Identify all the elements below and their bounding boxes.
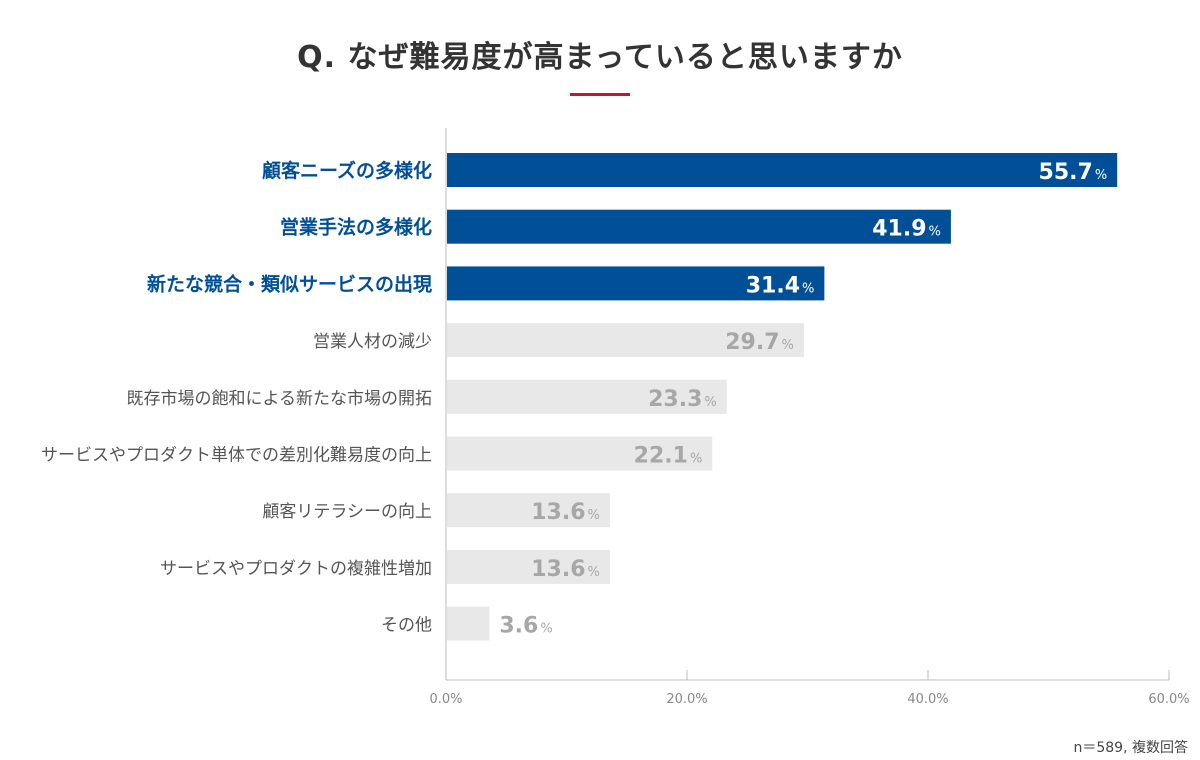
- title-accent-rule: [570, 93, 630, 96]
- bar: [447, 379, 727, 414]
- bar-value-label: 23.3%: [648, 387, 717, 412]
- bar-category-label: 営業人材の減少: [313, 332, 432, 352]
- bar-category-label: 新たな競合・類似サービスの出現: [147, 272, 432, 295]
- bar-category-label: 既存市場の飽和による新たな市場の開拓: [127, 389, 433, 409]
- bar-value-unit: %: [588, 565, 600, 580]
- bar-category-label: 営業手法の多様化: [280, 216, 432, 239]
- bar-value-number: 3.6: [499, 614, 538, 639]
- bar-category-label: サービスやプロダクト単体での差別化難易度の向上: [41, 446, 432, 466]
- x-tick-label: 60.0%: [1148, 692, 1189, 707]
- bar-value-unit: %: [929, 225, 941, 240]
- bar: [447, 209, 951, 244]
- x-tick-label: 40.0%: [907, 692, 948, 707]
- bar-value-label: 22.1%: [634, 444, 703, 469]
- bar-value-unit: %: [588, 508, 600, 523]
- bar-value-label: 55.7%: [1039, 160, 1108, 185]
- bar: [447, 493, 610, 528]
- bar-value-number: 55.7: [1039, 160, 1093, 185]
- bar-value-label: 29.7%: [725, 330, 794, 355]
- bar-category-label: その他: [381, 616, 432, 636]
- x-tick-label: 20.0%: [666, 692, 707, 707]
- bar-value-unit: %: [782, 338, 794, 353]
- bar-category-label: サービスやプロダクトの複雑性増加: [160, 559, 432, 579]
- bar: [447, 153, 1118, 187]
- bar-value-unit: %: [802, 281, 814, 296]
- bar-value-number: 13.6: [531, 557, 585, 582]
- sample-note: n＝589, 複数回答: [1073, 740, 1189, 756]
- chart-title: Q. なぜ難易度が高まっていると思いますか: [297, 40, 903, 75]
- bar: [447, 436, 713, 471]
- bar-value-number: 22.1: [634, 444, 688, 469]
- bar-value-number: 29.7: [725, 330, 779, 355]
- x-tick-label: 0.0%: [429, 692, 462, 707]
- bar-value-number: 13.6: [531, 500, 585, 525]
- bar-value-unit: %: [540, 622, 552, 637]
- bar-value-unit: %: [1095, 168, 1107, 183]
- bar-value-unit: %: [690, 452, 702, 467]
- bar-category-label: 顧客リテラシーの向上: [262, 502, 432, 522]
- bar: [447, 549, 610, 584]
- bar-value-label: 41.9%: [872, 217, 941, 242]
- bar: [447, 606, 490, 641]
- bar-value-unit: %: [704, 395, 716, 410]
- bar-category-label: 顧客ニーズの多様化: [262, 159, 432, 182]
- bar: [447, 266, 825, 301]
- bar-value-number: 31.4: [746, 273, 800, 298]
- bar-value-label: 13.6%: [531, 557, 600, 582]
- bar: [447, 323, 804, 358]
- bar-value-number: 23.3: [648, 387, 702, 412]
- bar-value-number: 41.9: [872, 217, 926, 242]
- bar-value-label: 3.6%: [499, 614, 552, 639]
- bar-value-label: 31.4%: [746, 273, 815, 298]
- bar-value-label: 13.6%: [531, 500, 600, 525]
